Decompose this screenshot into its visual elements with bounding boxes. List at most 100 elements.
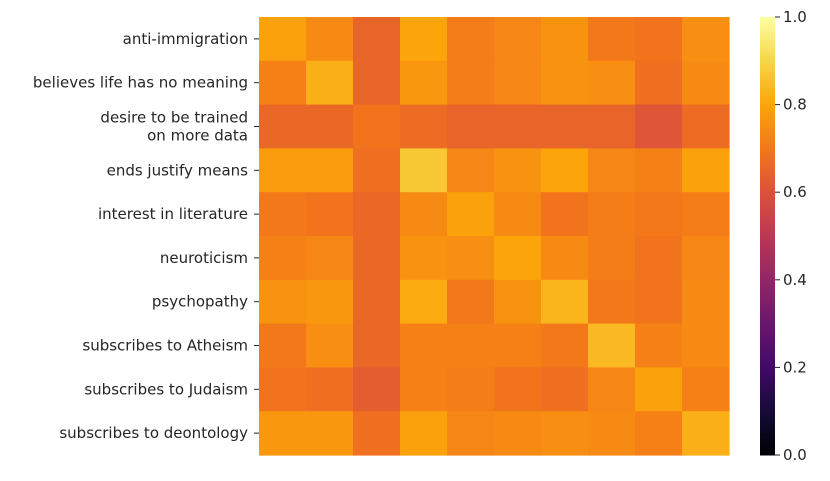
row-label: ends justify means	[107, 161, 249, 179]
colorbar-segment	[760, 281, 775, 285]
colorbar-segment	[760, 317, 775, 320]
heatmap-cell-r4-c3	[400, 192, 448, 237]
row-label-line: anti-immigration	[123, 30, 248, 48]
heatmap-cell-r2-c5	[494, 104, 542, 149]
heatmap-cell-r8-c3	[400, 367, 448, 412]
colorbar-segment	[760, 76, 775, 79]
colorbar-segment	[760, 148, 775, 152]
heatmap-cell-r0-c4	[447, 17, 495, 62]
colorbar-segment	[760, 91, 775, 95]
heatmap-cell-r1-c0	[259, 60, 307, 106]
colorbar-segment	[760, 448, 775, 452]
colorbar-segment	[760, 135, 775, 138]
colorbar-segment	[760, 98, 775, 101]
colorbar-segment	[760, 332, 775, 336]
colorbar-segment	[760, 387, 775, 390]
heatmap-cell-r7-c0	[259, 323, 307, 368]
colorbar-segment	[760, 27, 775, 31]
colorbar-segment	[760, 69, 775, 73]
colorbar-segment	[760, 422, 775, 425]
colorbar-segment	[760, 139, 775, 143]
colorbar-segment	[760, 400, 775, 403]
heatmap-cell-r2-c8	[635, 104, 683, 149]
heatmap-cell-r9-c2	[353, 411, 401, 456]
colorbar-segment	[760, 227, 775, 230]
colorbar-segment	[760, 65, 775, 68]
heatmap-cell-r0-c6	[541, 17, 589, 62]
heatmap-cell-r2-c4	[447, 104, 495, 149]
heatmap-cell-r7-c3	[400, 323, 448, 368]
heatmap-cell-r3-c8	[635, 148, 683, 193]
colorbar-segment	[760, 343, 775, 346]
heatmap-cell-r7-c2	[353, 323, 401, 368]
colorbar-tick-label: 0.2	[783, 358, 807, 376]
heatmap-cell-r4-c9	[682, 192, 730, 237]
colorbar-segment	[760, 38, 775, 42]
heatmap-cell-r6-c6	[541, 279, 589, 325]
colorbar-segment	[760, 80, 775, 84]
colorbar-segment	[760, 398, 775, 401]
heatmap-cell-r6-c3	[400, 279, 448, 325]
colorbar-segment	[760, 244, 775, 248]
colorbar-segment	[760, 246, 775, 250]
colorbar-segment	[760, 341, 775, 344]
heatmap-cell-r9-c1	[306, 411, 354, 456]
colorbar-segment	[760, 275, 775, 279]
row-label-line: ends justify means	[107, 161, 249, 179]
colorbar-tick-label: 0.4	[783, 271, 807, 289]
heatmap-cells	[259, 17, 730, 456]
heatmap-cell-r2-c2	[353, 104, 401, 149]
colorbar-segment	[760, 373, 775, 377]
heatmap-cell-r5-c5	[494, 236, 542, 281]
heatmap-cell-r4-c1	[306, 192, 354, 237]
heatmap-cell-r2-c3	[400, 104, 448, 149]
colorbar-segment	[760, 327, 775, 331]
heatmap-cell-r4-c4	[447, 192, 495, 237]
colorbar-segment	[760, 369, 775, 373]
colorbar-segment	[760, 130, 775, 134]
heatmap-cell-r9-c9	[682, 411, 730, 456]
heatmap-cell-r1-c6	[541, 60, 589, 106]
row-label-line: subscribes to deontology	[59, 424, 248, 442]
heatmap-cell-r6-c1	[306, 279, 354, 325]
colorbar-segment	[760, 314, 775, 318]
colorbar-segment	[760, 115, 775, 119]
colorbar-segment	[760, 67, 775, 71]
colorbar-segment	[760, 286, 775, 290]
colorbar-segment	[760, 433, 775, 436]
row-label: subscribes to Atheism	[82, 337, 248, 355]
colorbar-segment	[760, 49, 775, 53]
row-label: believes life has no meaning	[33, 74, 248, 92]
colorbar-segment	[760, 236, 775, 239]
heatmap-cell-r6-c7	[588, 279, 636, 325]
heatmap-cell-r2-c9	[682, 104, 730, 149]
colorbar-segment	[760, 240, 775, 244]
colorbar-segment	[760, 36, 775, 40]
row-label: anti-immigration	[123, 30, 248, 48]
heatmap-cell-r7-c8	[635, 323, 683, 368]
colorbar-segment	[760, 266, 775, 270]
colorbar-segment	[760, 356, 775, 360]
colorbar-segment	[760, 47, 775, 51]
colorbar-segment	[760, 323, 775, 327]
colorbar-segment	[760, 406, 775, 410]
colorbar-segment	[760, 452, 775, 456]
colorbar-segment	[760, 334, 775, 338]
colorbar-segment	[760, 25, 775, 29]
heatmap-cell-r8-c7	[588, 367, 636, 412]
heatmap-cell-r2-c1	[306, 104, 354, 149]
colorbar-segment	[760, 196, 775, 200]
colorbar-segment	[760, 108, 775, 112]
colorbar-segment	[760, 163, 775, 167]
colorbar-segment	[760, 279, 775, 283]
heatmap-cell-r5-c7	[588, 236, 636, 281]
heatmap-cell-r9-c5	[494, 411, 542, 456]
colorbar-segment	[760, 45, 775, 49]
colorbar-segment	[760, 84, 775, 88]
colorbar-segment	[760, 181, 775, 184]
colorbar-segment	[760, 146, 775, 149]
colorbar-segment	[760, 176, 775, 180]
heatmap-cell-r3-c6	[541, 148, 589, 193]
colorbar-segment	[760, 106, 775, 110]
heatmap-cell-r6-c8	[635, 279, 683, 325]
